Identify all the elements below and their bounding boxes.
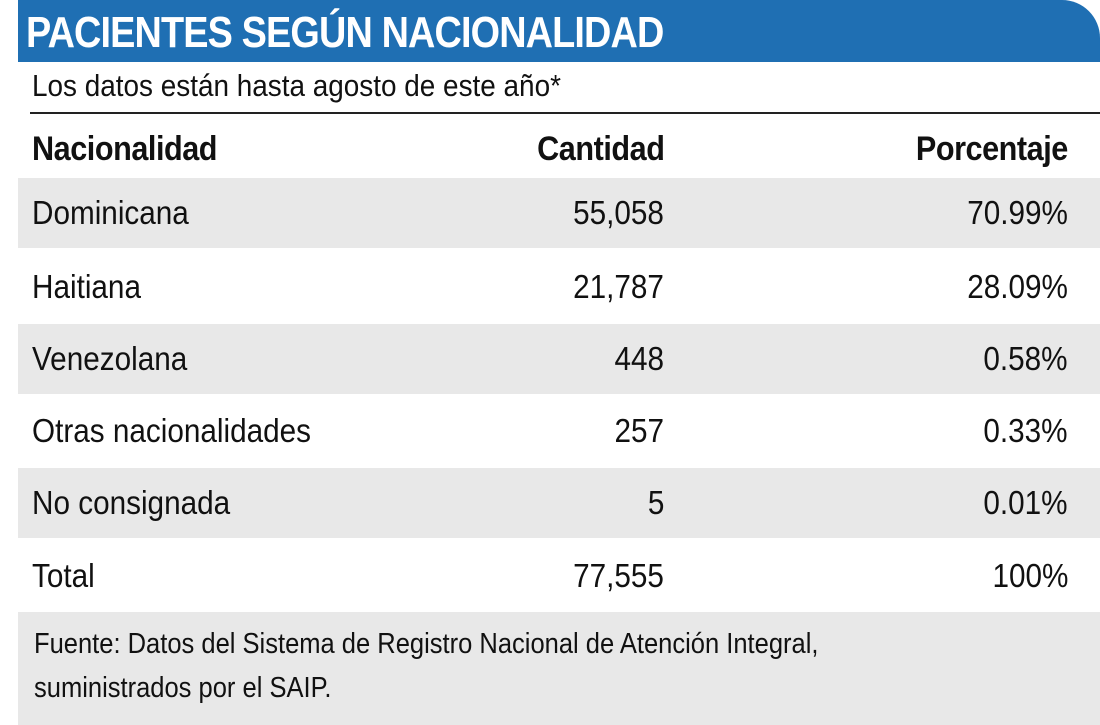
- table-row: Haitiana 21,787 28.09%: [18, 252, 1100, 322]
- cell-nacionalidad: Otras nacionalidades: [32, 412, 312, 449]
- cell-porcentaje: 100%: [992, 557, 1068, 594]
- header-cantidad: Cantidad: [536, 130, 665, 168]
- source-footer: Fuente: Datos del Sistema de Registro Na…: [18, 612, 1100, 725]
- cell-porcentaje: 0.33%: [983, 412, 1068, 449]
- cell-cantidad: 5: [647, 484, 664, 521]
- infographic-card: PACIENTES SEGÚN NACIONALIDAD Los datos e…: [18, 0, 1100, 725]
- table-row: Otras nacionalidades 257 0.33%: [18, 396, 1100, 466]
- table-row: Dominicana 55,058 70.99%: [18, 178, 1100, 248]
- cell-porcentaje: 70.99%: [967, 194, 1068, 231]
- source-line-2: suministrados por el SAIP.: [34, 672, 332, 704]
- cell-porcentaje: 28.09%: [967, 268, 1068, 305]
- cell-cantidad: 257: [614, 412, 664, 449]
- cell-cantidad: 55,058: [573, 194, 664, 231]
- table-row: No consignada 5 0.01%: [18, 468, 1100, 538]
- cell-porcentaje: 0.58%: [983, 340, 1068, 377]
- cell-cantidad: 21,787: [573, 268, 664, 305]
- cell-nacionalidad: Total: [32, 557, 95, 594]
- table-row: Venezolana 448 0.58%: [18, 324, 1100, 394]
- cell-nacionalidad: Haitiana: [32, 268, 141, 305]
- cell-porcentaje: 0.01%: [983, 484, 1068, 521]
- page-title: PACIENTES SEGÚN NACIONALIDAD: [26, 8, 664, 57]
- cell-cantidad: 448: [614, 340, 664, 377]
- title-bar: PACIENTES SEGÚN NACIONALIDAD: [18, 0, 1100, 62]
- source-note: Fuente: Datos del Sistema de Registro Na…: [34, 622, 1090, 710]
- header-porcentaje: Porcentaje: [916, 130, 1068, 168]
- divider: [30, 112, 1100, 114]
- cell-cantidad: 77,555: [573, 557, 664, 594]
- header-nacionalidad: Nacionalidad: [32, 130, 218, 168]
- table-total-row: Total 77,555 100%: [18, 541, 1100, 611]
- subtitle: Los datos están hasta agosto de este año…: [32, 68, 561, 103]
- source-line-1: Fuente: Datos del Sistema de Registro Na…: [34, 628, 819, 660]
- cell-nacionalidad: No consignada: [32, 484, 231, 521]
- cell-nacionalidad: Venezolana: [32, 340, 188, 377]
- table-header-row: Nacionalidad Cantidad Porcentaje: [18, 114, 1100, 184]
- cell-nacionalidad: Dominicana: [32, 194, 189, 231]
